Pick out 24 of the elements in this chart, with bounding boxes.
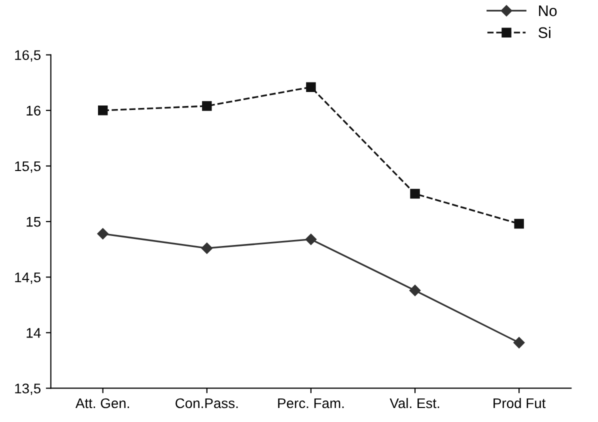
point xyxy=(202,101,212,111)
y-tick-label: 15 xyxy=(26,217,41,227)
point xyxy=(97,228,108,240)
point xyxy=(410,188,420,199)
y-tick-label: 14,5 xyxy=(15,272,41,284)
y-tick-label: 16 xyxy=(26,106,40,116)
x-tick-label: Val. Est. xyxy=(390,398,440,408)
legend-label: Si xyxy=(538,26,550,38)
x-tick-label: Att. Gen. xyxy=(75,398,129,408)
x-tick-label: Prod Fut xyxy=(494,398,546,408)
y-tick-label: 15,5 xyxy=(15,161,41,173)
point xyxy=(513,337,525,348)
y-tick-label: 14 xyxy=(26,328,41,338)
point xyxy=(409,284,421,296)
point xyxy=(305,234,317,245)
x-tick-label: Con.Pass. xyxy=(176,398,238,408)
legend-label: No xyxy=(539,6,557,16)
y-tick-label: 16,5 xyxy=(15,50,41,62)
point xyxy=(306,82,316,92)
point xyxy=(514,218,524,229)
point xyxy=(98,106,108,116)
y-tick-label: 13,5 xyxy=(15,384,41,396)
point xyxy=(201,242,213,254)
x-tick-label: Perc. Fam. xyxy=(278,398,344,408)
